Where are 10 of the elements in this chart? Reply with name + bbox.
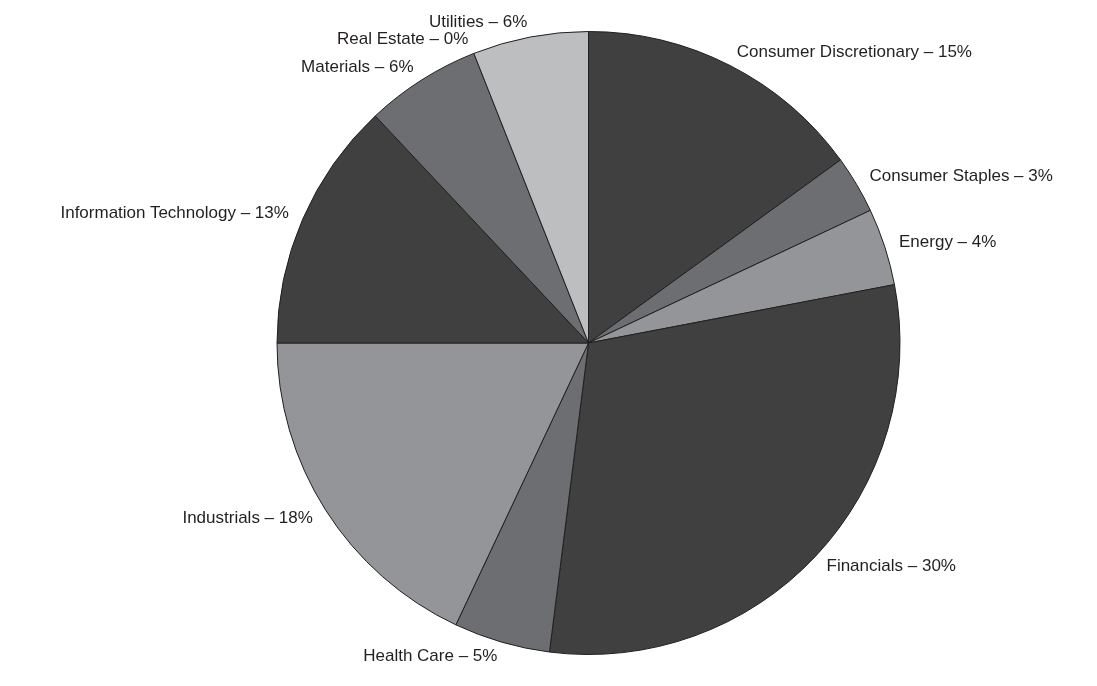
slice-label: Consumer Discretionary – 15%	[736, 41, 972, 61]
slice-label: Information Technology – 13%	[60, 203, 289, 223]
slice-label: Industrials – 18%	[182, 507, 313, 527]
slice-label: Consumer Staples – 3%	[869, 166, 1053, 186]
slice-label: Utilities – 6%	[429, 11, 528, 31]
slice-label: Materials – 6%	[301, 57, 414, 77]
slice-label: Energy – 4%	[899, 231, 997, 251]
slice-label: Financials – 30%	[826, 556, 956, 576]
category-label: Real Estate – 0%	[336, 29, 469, 49]
slice-label: Health Care – 5%	[363, 646, 498, 666]
